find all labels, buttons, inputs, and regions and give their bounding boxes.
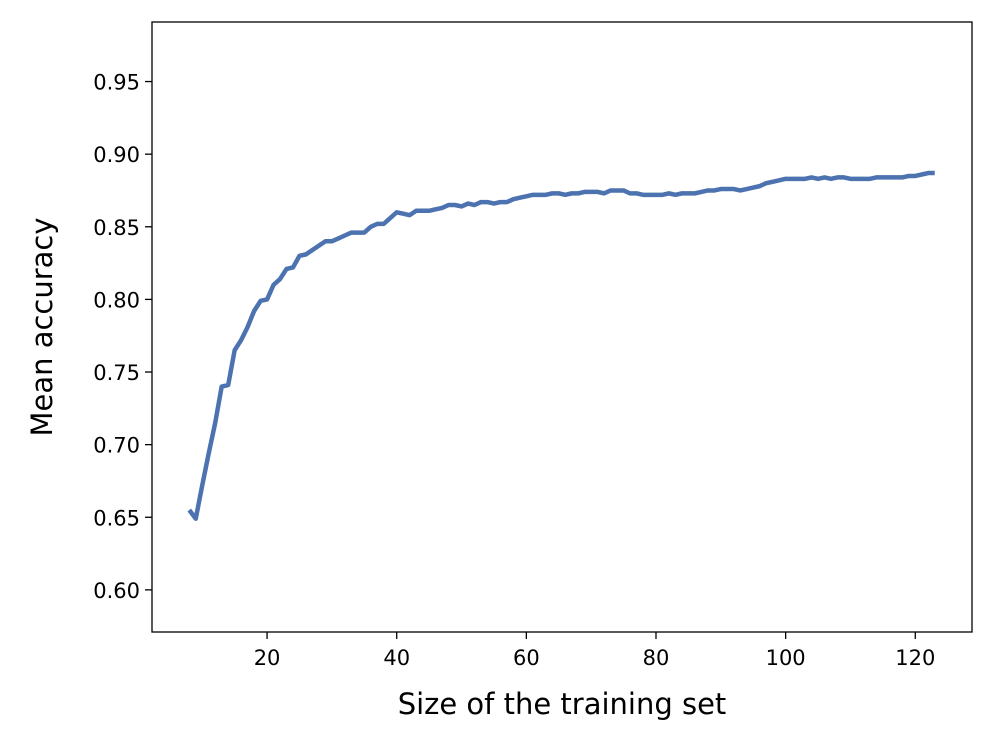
y-tick-label: 0.65 bbox=[93, 506, 140, 530]
y-tick-label: 0.90 bbox=[93, 143, 140, 167]
y-tick-label: 0.60 bbox=[93, 579, 140, 603]
y-tick-label: 0.70 bbox=[93, 434, 140, 458]
x-tick-label: 40 bbox=[383, 646, 410, 670]
y-tick-label: 0.75 bbox=[93, 361, 140, 385]
line bbox=[187, 170, 935, 521]
x-tick-label: 80 bbox=[643, 646, 670, 670]
x-tick-label: 60 bbox=[513, 646, 540, 670]
y-tick-label: 0.95 bbox=[93, 71, 140, 95]
x-axis-label: Size of the training set bbox=[398, 687, 727, 721]
y-axis-label: Mean accuracy bbox=[25, 217, 59, 436]
y-tick-label: 0.85 bbox=[93, 216, 140, 240]
x-tick-label: 120 bbox=[895, 646, 935, 670]
y-tick-label: 0.80 bbox=[93, 288, 140, 312]
x-tick-label: 20 bbox=[254, 646, 281, 670]
x-tick-label: 100 bbox=[766, 646, 806, 670]
plot-frame bbox=[151, 21, 973, 633]
